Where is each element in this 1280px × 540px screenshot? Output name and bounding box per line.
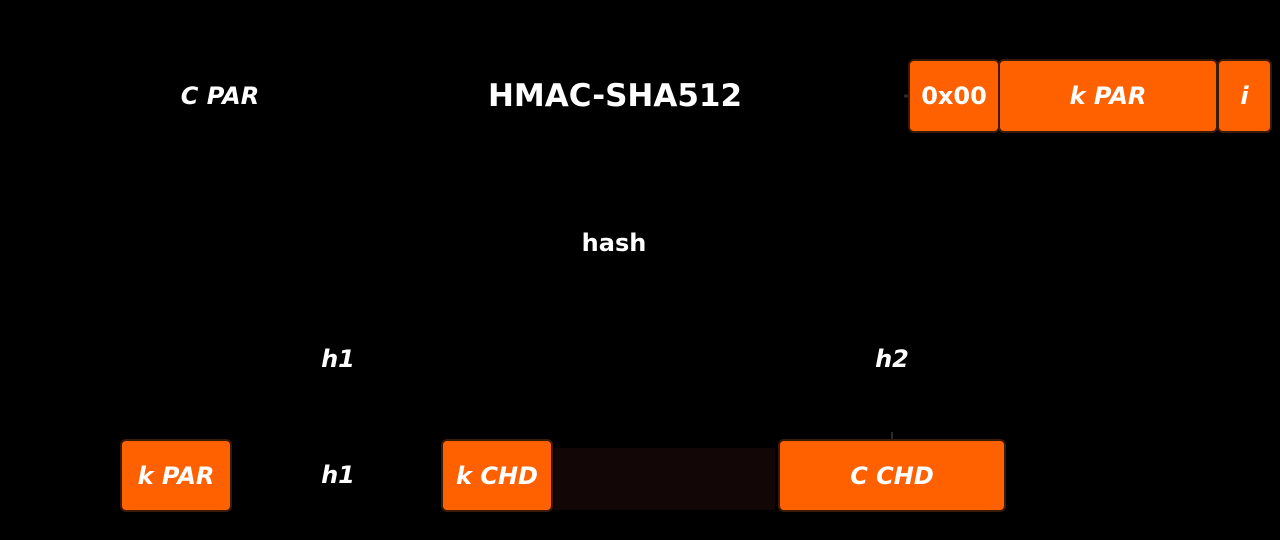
index-field: i (1219, 61, 1270, 131)
hash-right-half-label: h2 (854, 342, 930, 376)
child-chain-code-box: C CHD (780, 441, 1004, 510)
parent-key-box: k PAR (122, 441, 230, 510)
hash-left-half-label: h1 (300, 342, 376, 376)
parent-chain-code-label: C PAR (160, 78, 280, 114)
prefix-byte-field: 0x00 (910, 61, 998, 131)
h1-addend-label: h1 (300, 458, 376, 492)
parent-key-field: k PAR (1000, 61, 1216, 131)
hash-output-label: hash (560, 226, 668, 260)
hmac-function-label: HMAC-SHA512 (470, 74, 760, 118)
child-key-box: k CHD (443, 441, 551, 510)
child-key-spacer (553, 448, 775, 510)
